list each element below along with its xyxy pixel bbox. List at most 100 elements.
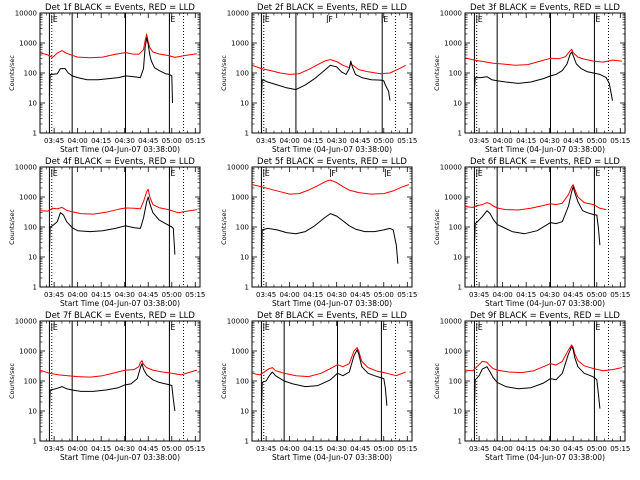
x-tick-label: 04:15	[516, 445, 536, 453]
x-tick-label: 05:15	[397, 137, 417, 145]
plot-frame	[464, 12, 626, 134]
x-tick-label: 04:45	[563, 445, 583, 453]
flag-marker-label: E	[595, 15, 600, 24]
x-tick-label: 05:15	[397, 291, 417, 299]
series-group	[252, 179, 410, 269]
x-tick-label: 05:15	[185, 445, 205, 453]
x-tick-label: 05:15	[185, 137, 205, 145]
x-tick-label: 03:45	[44, 445, 64, 453]
flag-marker-label: E	[478, 323, 483, 332]
x-tick-label: 04:30	[115, 445, 135, 453]
chart-title: Det 7f BLACK = Events, RED = LLD	[45, 311, 195, 321]
series-group	[252, 59, 406, 101]
x-tick-label: 05:00	[587, 137, 607, 145]
y-tick-label: 10000	[440, 10, 462, 18]
flag-marker-label: E	[265, 15, 270, 24]
x-tick-label: 04:45	[350, 291, 370, 299]
vertical-markers	[473, 321, 610, 441]
y-tick-label: 10	[453, 254, 462, 262]
y-tick-label: 10	[453, 408, 462, 416]
y-tick-label: 100	[24, 70, 37, 78]
x-axis-label: Start Time (04-Jun-07 03:38:00)	[485, 453, 605, 462]
flag-marker-label: E	[478, 15, 483, 24]
x-tick-label: 05:00	[162, 291, 182, 299]
chart-panel-5: Det 5f BLACK = Events, RED = LLD 1 10 100 10…	[220, 157, 417, 308]
y-axis-label: Counts/sec	[220, 363, 228, 399]
y-axis-label: Counts/sec	[433, 209, 441, 245]
y-tick-label: 10000	[227, 318, 249, 326]
lld-series-line	[252, 179, 410, 195]
chart-panel-9: Det 9f BLACK = Events, RED = LLD 1 10 100 10…	[433, 311, 630, 462]
y-tick-label: 1	[245, 130, 249, 138]
vertical-markers	[260, 167, 265, 287]
chart-panel-3: Det 3f BLACK = Events, RED = LLD 1 10 100 10…	[433, 3, 630, 154]
x-tick-label: 04:45	[563, 137, 583, 145]
x-tick-label: 05:15	[610, 291, 630, 299]
x-tick-label: 05:00	[587, 445, 607, 453]
y-tick-label: 100	[236, 224, 249, 232]
y-tick-label: 1000	[444, 40, 462, 48]
x-tick-label: 04:00	[68, 137, 88, 145]
x-tick-label: 04:30	[540, 291, 560, 299]
x-tick-label: 04:15	[91, 445, 111, 453]
plot-frame	[251, 166, 413, 288]
x-tick-label: 04:00	[493, 291, 513, 299]
x-tick-label: 04:15	[91, 137, 111, 145]
lld-series-line	[40, 360, 198, 378]
chart-panel-2: Det 2f BLACK = Events, RED = LLD 1 10 100 10…	[220, 3, 417, 154]
events-series-line	[260, 60, 391, 101]
lld-series-line	[465, 344, 623, 374]
y-axis-label: Counts/sec	[8, 209, 16, 245]
vertical-markers	[473, 13, 610, 133]
flag-marker-label: E	[265, 169, 270, 178]
flag-marker-label: E	[53, 323, 58, 332]
y-tick-label: 10000	[440, 318, 462, 326]
y-tick-label: 1000	[19, 194, 37, 202]
x-tick-label: 04:30	[115, 291, 135, 299]
chart-panel-8: Det 8f BLACK = Events, RED = LLD 1 10 100 10…	[220, 311, 417, 462]
flag-marker-label: F	[331, 169, 336, 178]
y-tick-label: 100	[449, 378, 462, 386]
vertical-markers	[473, 167, 610, 287]
events-series-line	[473, 186, 601, 249]
x-tick-label: 04:00	[493, 137, 513, 145]
x-tick-label: 04:00	[68, 445, 88, 453]
events-series-line	[260, 213, 399, 269]
plot-frame	[464, 320, 626, 442]
x-tick-label: 05:15	[185, 291, 205, 299]
x-tick-label: 04:00	[493, 445, 513, 453]
y-tick-label: 100	[24, 224, 37, 232]
x-tick-label: 04:30	[540, 137, 560, 145]
y-axis-label: Counts/sec	[433, 55, 441, 91]
y-tick-label: 100	[24, 378, 37, 386]
x-tick-label: 04:30	[327, 291, 347, 299]
y-axis-label: Counts/sec	[8, 363, 16, 399]
flag-marker-label: E	[382, 323, 387, 332]
y-tick-label: 10000	[440, 164, 462, 172]
x-tick-label: 04:45	[138, 445, 158, 453]
chart-panel-1: Det 1f BLACK = Events, RED = LLD 1 10 100 10…	[8, 3, 205, 154]
flag-marker-label: E	[595, 169, 600, 178]
series-group	[252, 347, 406, 418]
y-tick-label: 10	[453, 100, 462, 108]
y-tick-label: 1000	[19, 40, 37, 48]
y-tick-label: 10000	[15, 10, 37, 18]
y-tick-label: 100	[236, 70, 249, 78]
x-tick-label: 04:00	[280, 445, 300, 453]
flag-marker-label: E	[53, 15, 58, 24]
y-tick-label: 10000	[227, 10, 249, 18]
y-tick-label: 10000	[227, 164, 249, 172]
series-group	[465, 48, 622, 101]
lld-series-line	[40, 33, 197, 59]
y-axis-label: Counts/sec	[220, 55, 228, 91]
flag-marker-label: E	[478, 169, 483, 178]
x-axis-label: Start Time (04-Jun-07 03:38:00)	[272, 145, 392, 154]
x-tick-label: 03:45	[469, 445, 489, 453]
x-tick-label: 05:00	[162, 137, 182, 145]
chart-title: Det 2f BLACK = Events, RED = LLD	[257, 3, 407, 13]
x-tick-label: 04:30	[115, 137, 135, 145]
plot-frame	[251, 320, 413, 442]
y-tick-label: 10000	[15, 318, 37, 326]
flag-marker-label: F	[328, 15, 333, 24]
series-group	[465, 344, 623, 412]
